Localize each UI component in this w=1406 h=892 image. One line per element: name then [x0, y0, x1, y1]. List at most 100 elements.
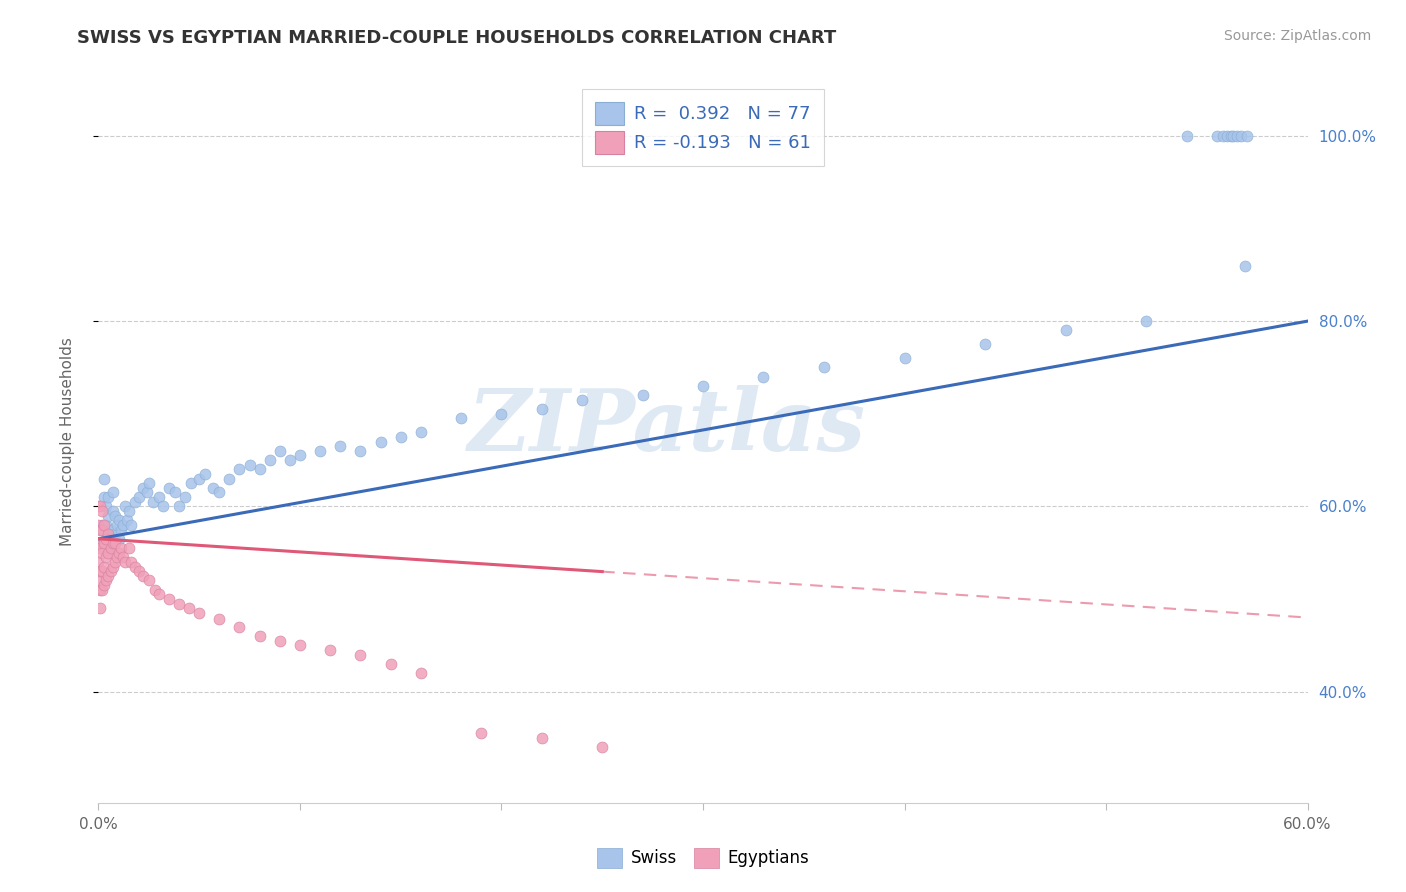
Point [692, 379, 714, 393]
Point [180, 476, 202, 491]
Point [96, 532, 118, 546]
Point [124, 494, 146, 508]
Point [91, 564, 114, 578]
Point [228, 620, 250, 634]
Point [87, 536, 110, 550]
Legend: R =  0.392   N = 77, R = -0.193   N = 61: R = 0.392 N = 77, R = -0.193 N = 61 [582, 89, 824, 167]
Point [89, 523, 111, 537]
Point [269, 633, 291, 648]
Point [128, 564, 150, 578]
Point [228, 462, 250, 476]
Point [167, 500, 190, 514]
Point [114, 555, 136, 569]
Point [813, 360, 835, 375]
Point [1234, 259, 1257, 273]
Point [631, 388, 654, 402]
Point [91, 582, 114, 597]
Point [120, 555, 142, 569]
Point [96, 550, 118, 565]
Point [143, 582, 166, 597]
Text: Source: ZipAtlas.com: Source: ZipAtlas.com [1223, 29, 1371, 44]
Point [135, 485, 157, 500]
Point [87, 555, 110, 569]
Point [93, 536, 115, 550]
Point [103, 555, 125, 569]
Point [91, 517, 114, 532]
Point [107, 532, 129, 546]
Point [319, 643, 342, 657]
Point [97, 527, 120, 541]
Point [111, 550, 134, 565]
Point [249, 629, 271, 643]
Text: ZIPatlas: ZIPatlas [468, 385, 866, 469]
Point [138, 476, 160, 491]
Point [97, 508, 120, 523]
Point [97, 546, 120, 560]
Point [93, 559, 115, 574]
Point [1216, 128, 1239, 143]
Point [91, 523, 114, 537]
Point [470, 726, 492, 740]
Point [114, 500, 136, 514]
Point [188, 606, 211, 620]
Point [91, 504, 114, 518]
Point [591, 740, 613, 755]
Point [100, 541, 122, 555]
Point [118, 541, 141, 555]
Point [100, 564, 122, 578]
Point [148, 587, 170, 601]
Point [89, 601, 111, 615]
Point [530, 731, 553, 745]
Point [110, 541, 132, 555]
Point [107, 513, 129, 527]
Point [103, 527, 125, 541]
Point [100, 523, 122, 537]
Point [450, 411, 472, 425]
Point [1212, 128, 1234, 143]
Point [105, 517, 128, 532]
Point [370, 434, 392, 449]
Point [208, 485, 231, 500]
Point [93, 517, 115, 532]
Point [91, 546, 114, 560]
Point [1135, 314, 1157, 328]
Point [329, 439, 352, 453]
Point [97, 527, 120, 541]
Point [97, 490, 120, 504]
Point [87, 574, 110, 588]
Point [89, 582, 111, 597]
Point [349, 443, 371, 458]
Point [89, 500, 111, 514]
Point [1206, 128, 1229, 143]
Point [105, 550, 128, 565]
Point [89, 536, 111, 550]
Point [103, 536, 125, 550]
Point [571, 392, 593, 407]
Point [188, 472, 211, 486]
Point [163, 485, 186, 500]
Point [96, 517, 118, 532]
Point [96, 574, 118, 588]
Point [89, 541, 111, 555]
Point [893, 351, 915, 366]
Point [87, 500, 110, 514]
Point [491, 407, 513, 421]
Point [269, 443, 291, 458]
Text: SWISS VS EGYPTIAN MARRIED-COUPLE HOUSEHOLDS CORRELATION CHART: SWISS VS EGYPTIAN MARRIED-COUPLE HOUSEHO… [77, 29, 837, 47]
Point [389, 430, 412, 444]
Point [96, 500, 118, 514]
Point [1236, 128, 1258, 143]
Point [202, 481, 225, 495]
Point [259, 453, 281, 467]
Point [101, 504, 124, 518]
Point [239, 458, 262, 472]
Point [101, 559, 124, 574]
Point [118, 504, 141, 518]
Point [107, 546, 129, 560]
Point [100, 541, 122, 555]
Point [115, 513, 138, 527]
Point [349, 648, 371, 662]
Legend: Swiss, Egyptians: Swiss, Egyptians [591, 841, 815, 875]
Point [218, 472, 240, 486]
Point [249, 462, 271, 476]
